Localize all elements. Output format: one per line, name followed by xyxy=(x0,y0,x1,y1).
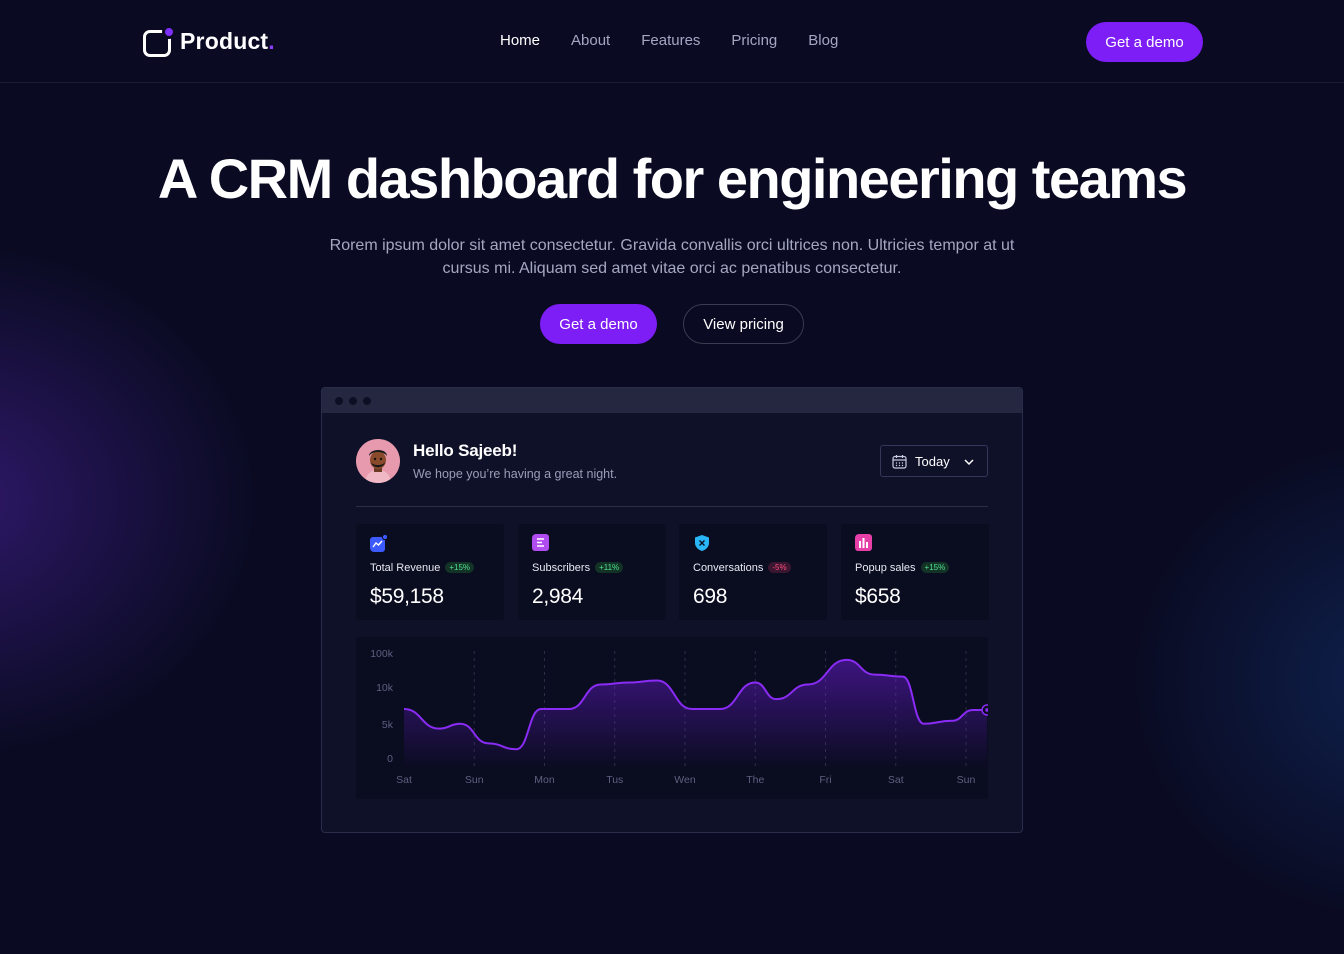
header-divider xyxy=(356,506,988,507)
chart-area-fill xyxy=(404,659,988,769)
bar-chart-icon xyxy=(855,534,872,551)
chart-x-tick-label: Sun xyxy=(465,774,484,786)
chart-y-tick-label: 10k xyxy=(376,682,394,694)
nav-link-home[interactable]: Home xyxy=(500,32,541,49)
stat-value: 2,984 xyxy=(532,585,584,608)
chart-x-tick-label: The xyxy=(746,774,764,786)
stat-badge: +11% xyxy=(595,562,624,573)
stat-label: Conversations -5% xyxy=(693,562,791,574)
stat-badge: -5% xyxy=(768,562,791,573)
stat-badge: +15% xyxy=(445,562,475,573)
stat-label: Total Revenue +15% xyxy=(370,562,475,574)
chart-x-tick-label: Sat xyxy=(888,774,904,786)
nav-link-about[interactable]: About xyxy=(571,32,611,49)
logo-text: Product xyxy=(180,27,269,54)
stat-label: Subscribers +11% xyxy=(532,562,624,574)
dashboard-preview-window: Hello Sajeeb! We hope you’re having a gr… xyxy=(321,387,1023,833)
stat-card-conversations[interactable]: Conversations -5% 698 xyxy=(679,524,827,620)
calendar-icon xyxy=(892,454,907,469)
chart-endpoint-marker xyxy=(981,704,988,716)
chart-y-tick-label: 100k xyxy=(370,648,394,660)
brand-logo[interactable]: Product. xyxy=(142,24,275,58)
activity-chart-svg: Sat Sun Mon Tus Wen The Fri Sat Sun 100k 10k 5k 0 xyxy=(370,648,988,786)
stat-card-total-revenue[interactable]: Total Revenue +15% $59,158 xyxy=(356,524,504,620)
activity-chart: Sat Sun Mon Tus Wen The Fri Sat Sun 100k 10k 5k 0 xyxy=(356,637,988,799)
nav-get-demo-button[interactable]: Get a demo xyxy=(1086,22,1203,62)
chart-series-line xyxy=(403,658,988,751)
nav-link-pricing[interactable]: Pricing xyxy=(731,32,778,49)
greeting-title: Hello Sajeeb! xyxy=(413,441,518,460)
window-dot-icon xyxy=(349,397,357,405)
window-title-bar xyxy=(322,388,1022,413)
nav-links: Home About Features Pricing Blog xyxy=(500,32,869,49)
view-pricing-button[interactable]: View pricing xyxy=(683,304,804,344)
greeting-subtitle: We hope you’re having a great night. xyxy=(413,467,618,481)
chart-y-tick-label: 0 xyxy=(387,753,393,765)
top-navbar: Product. Home About Features Pricing Blo… xyxy=(0,0,1344,83)
stat-badge: +15% xyxy=(920,562,950,573)
chart-y-tick-label: 5k xyxy=(382,719,394,731)
hero-title: A CRM dashboard for engineering teams xyxy=(157,147,1188,210)
chevron-down-icon xyxy=(964,459,974,466)
shield-icon xyxy=(695,535,709,551)
logo-period: . xyxy=(268,27,275,54)
chart-endpoint-dot xyxy=(985,708,988,712)
stat-card-subscribers[interactable]: Subscribers +11% 2,984 xyxy=(518,524,666,620)
hero-get-demo-button[interactable]: Get a demo xyxy=(540,304,657,344)
list-icon xyxy=(532,534,549,551)
hero-subtitle: Rorem ipsum dolor sit amet consectetur. … xyxy=(329,237,1015,277)
chart-x-tick-label: Tus xyxy=(606,774,623,786)
chart-line-icon xyxy=(370,534,388,552)
user-avatar[interactable] xyxy=(356,439,400,483)
stat-label: Popup sales +15% xyxy=(855,562,950,574)
nav-link-blog[interactable]: Blog xyxy=(808,32,839,49)
stat-value: 698 xyxy=(693,585,728,608)
date-range-label: Today xyxy=(915,453,950,469)
nav-link-features[interactable]: Features xyxy=(641,32,701,49)
chart-x-tick-label: Sun xyxy=(957,774,976,786)
logo-icon xyxy=(142,25,176,57)
window-dot-icon xyxy=(363,397,371,405)
window-dot-icon xyxy=(335,397,343,405)
stat-value: $658 xyxy=(855,585,901,608)
stat-value: $59,158 xyxy=(370,585,444,608)
chart-x-tick-label: Mon xyxy=(534,774,555,786)
chart-x-tick-label: Sat xyxy=(396,774,412,786)
date-range-select[interactable]: Today xyxy=(880,445,988,477)
stat-card-popup-sales[interactable]: Popup sales +15% $658 xyxy=(841,524,989,620)
chart-x-tick-label: Fri xyxy=(819,774,831,786)
chart-x-tick-label: Wen xyxy=(674,774,696,786)
